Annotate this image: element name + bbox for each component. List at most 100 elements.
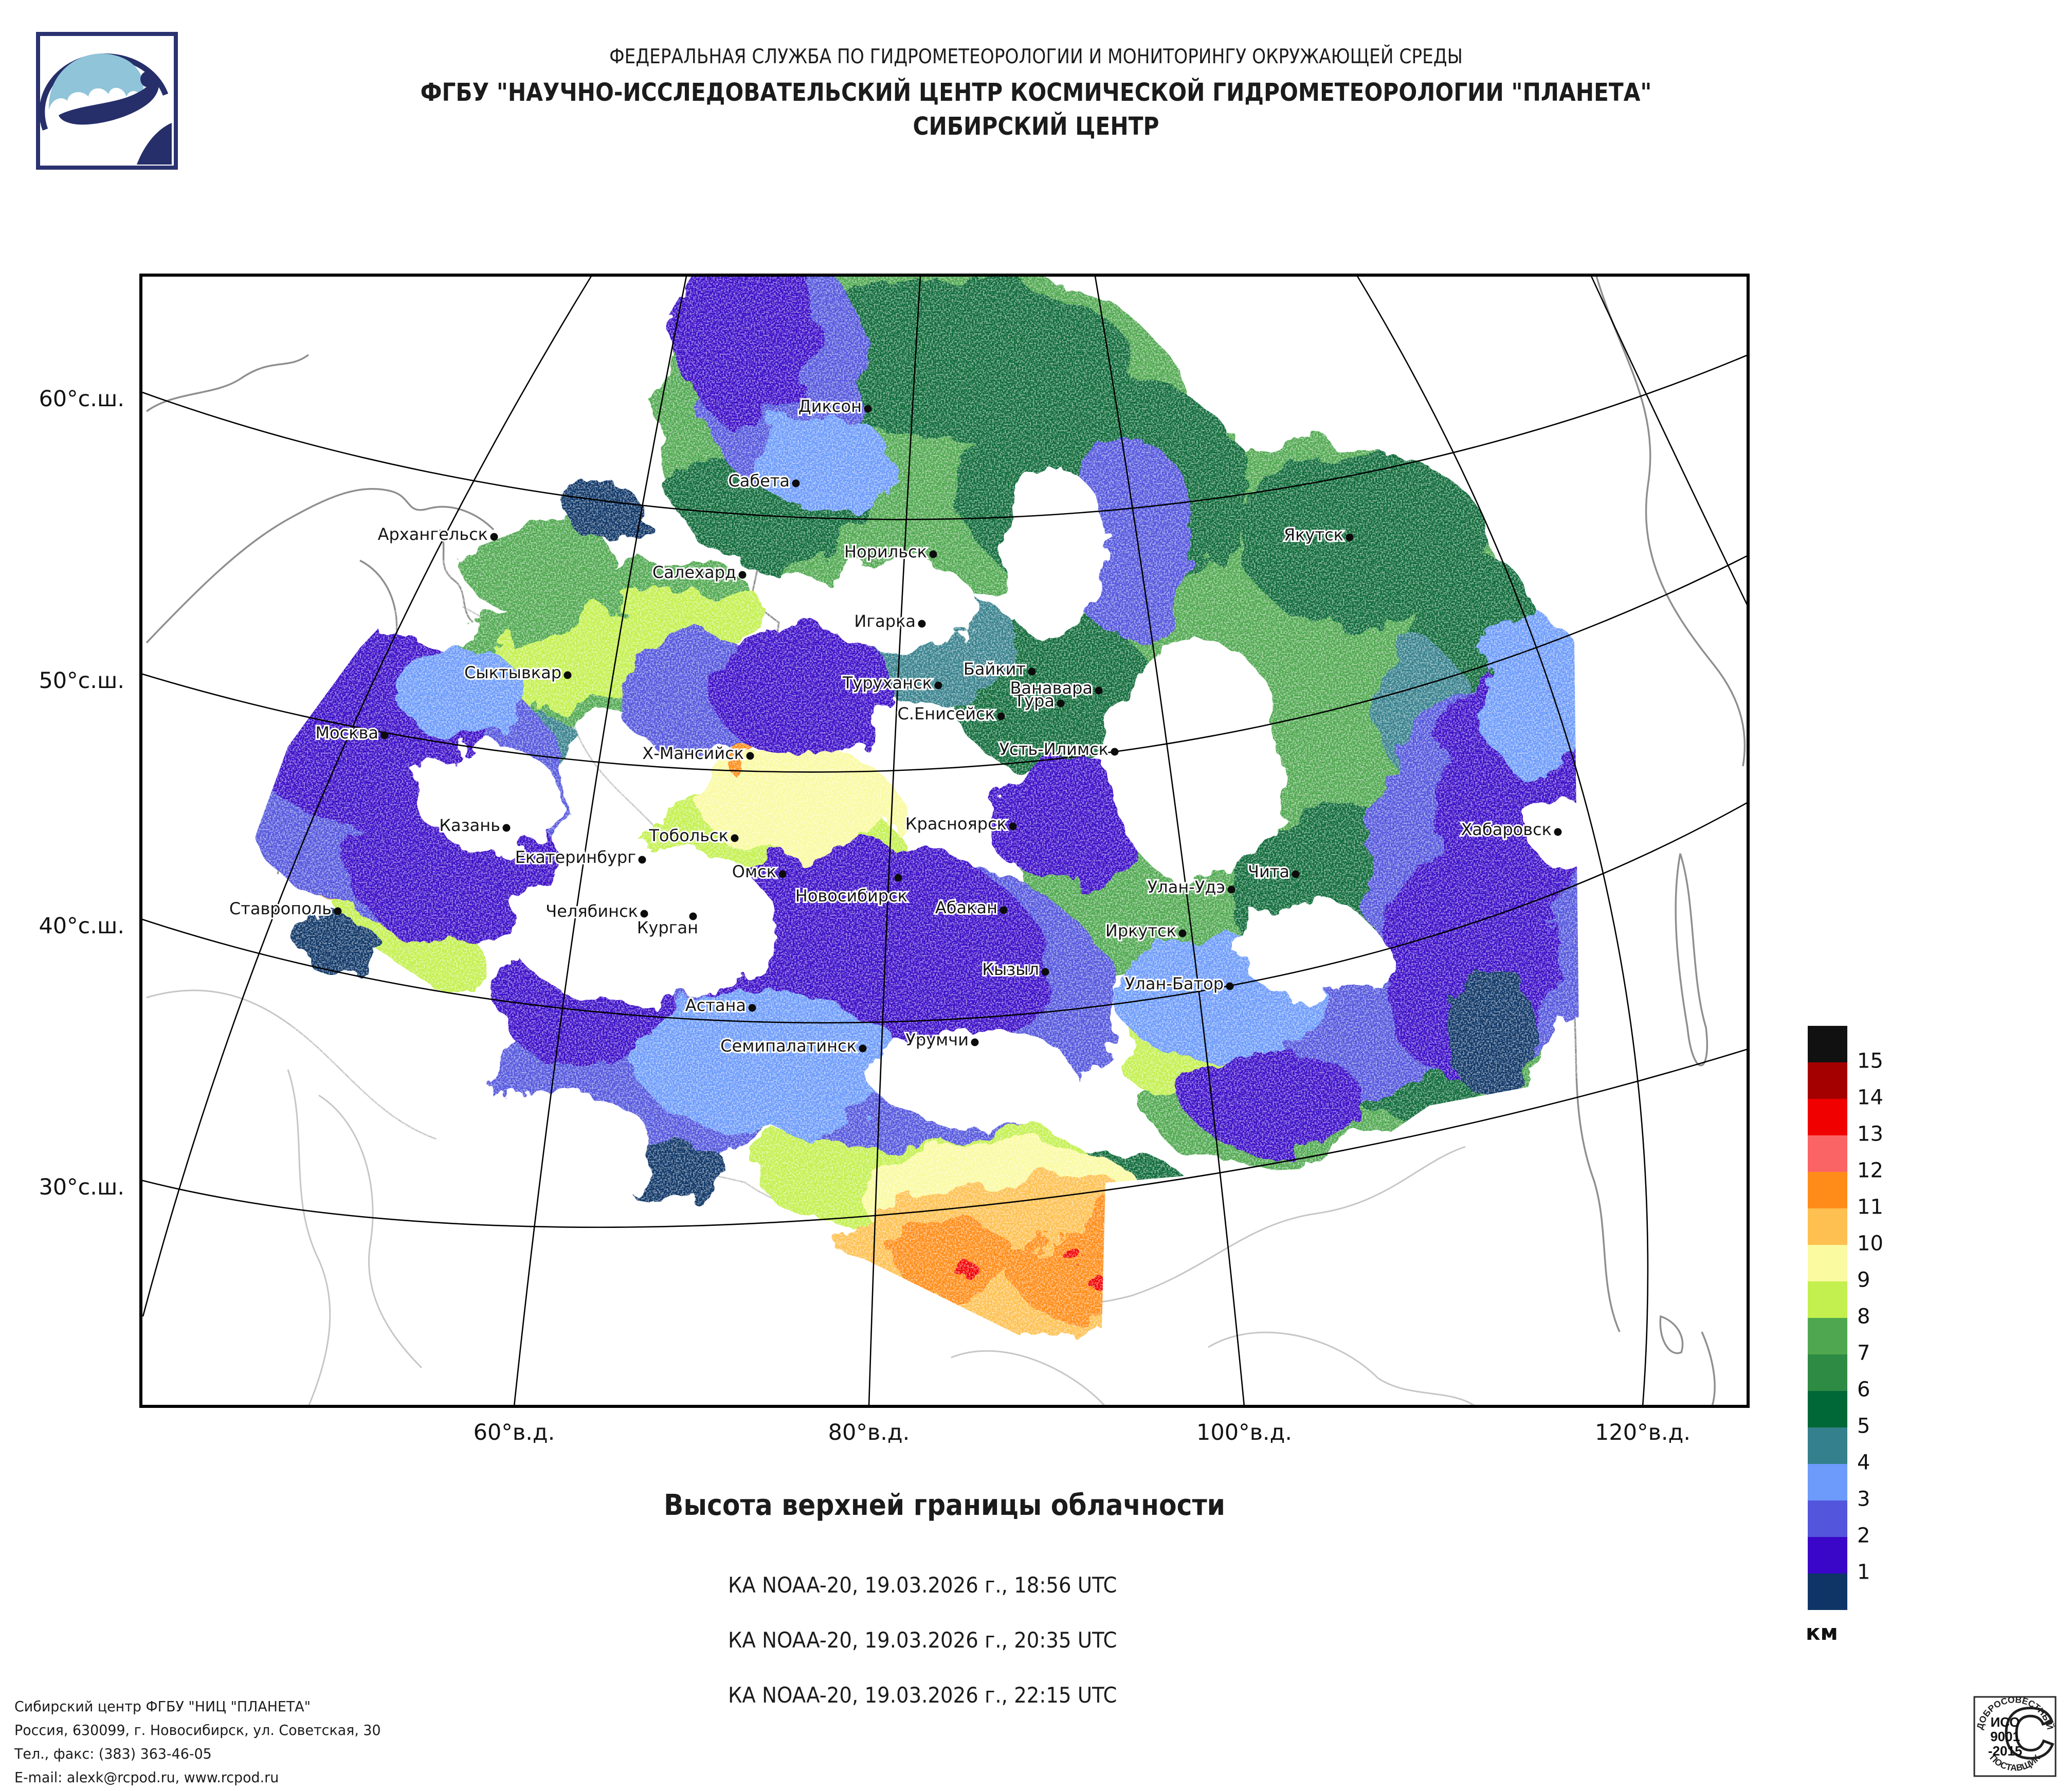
city-label: С.Енисейск xyxy=(898,704,995,723)
city-label: Красноярск xyxy=(905,814,1007,834)
city-label: Тура xyxy=(1014,691,1055,711)
stamp-iso-line3: -2015 xyxy=(1988,1743,2023,1759)
city-dot xyxy=(778,870,787,878)
stamp-iso-line2: 9001 xyxy=(1990,1729,2020,1744)
lat-label-0: 60°с.ш. xyxy=(39,386,124,412)
legend-tick-label: 14 xyxy=(1857,1086,1883,1110)
stamp-letter-c: С xyxy=(2003,1696,2055,1773)
header-center: СИБИРСКИЙ ЦЕНТР xyxy=(913,112,1159,141)
city-dot xyxy=(1009,822,1017,830)
city-dot xyxy=(864,405,872,413)
city-label: Салехард xyxy=(652,563,736,582)
lat-label-2: 40°с.ш. xyxy=(39,913,124,939)
satellite-pass-line: КА NOAA-20, 19.03.2026 г., 22:15 UTC xyxy=(728,1683,1117,1708)
meridian-60e xyxy=(513,276,687,1407)
city-label: Архангельск xyxy=(378,524,488,544)
legend-tick-label: 11 xyxy=(1857,1195,1883,1219)
legend-color-block xyxy=(1808,1245,1847,1281)
legend-tick-label: 5 xyxy=(1857,1414,1870,1438)
city-label: Екатеринбург xyxy=(515,847,636,867)
legend-color-block xyxy=(1808,1135,1847,1172)
legend-color-block xyxy=(1808,1099,1847,1135)
city-dot xyxy=(1028,667,1036,676)
lon-label-2: 100°в.д. xyxy=(1196,1420,1292,1445)
city-dot xyxy=(640,910,648,918)
city-dot xyxy=(746,752,754,760)
logo-satellite-dot xyxy=(140,71,157,87)
header-agency: ФЕДЕРАЛЬНАЯ СЛУЖБА ПО ГИДРОМЕТЕОРОЛОГИИ … xyxy=(609,45,1463,68)
city-label: Кызыл xyxy=(982,960,1039,979)
legend-tick-label: 15 xyxy=(1857,1049,1883,1073)
legend-tick-label: 7 xyxy=(1857,1341,1870,1365)
city-label: Байкит xyxy=(964,659,1026,679)
city-label: Игарка xyxy=(854,611,916,631)
city-dot xyxy=(1226,982,1234,990)
dither-noise-overlay xyxy=(232,276,1579,1347)
city-layer: Диксон Сабета Норильск Игарка Туруханск Тура Я… xyxy=(228,395,1562,1057)
city-label: Чита xyxy=(1248,862,1289,881)
city-dot xyxy=(502,824,511,832)
city-label: Усть-Илимск xyxy=(999,739,1108,759)
legend-color-block xyxy=(1808,1537,1847,1573)
city-dot xyxy=(738,571,747,579)
product-title: Высота верхней границы облачности xyxy=(663,1489,1226,1522)
legend-tick-label: 12 xyxy=(1857,1159,1883,1183)
city-label: Хабаровск xyxy=(1461,820,1552,839)
city-dot xyxy=(1111,748,1119,756)
legend-tick-label: 13 xyxy=(1857,1122,1883,1146)
lon-label-3: 120°в.д. xyxy=(1595,1420,1691,1445)
legend-tick-label: 8 xyxy=(1857,1305,1870,1329)
graticule xyxy=(140,276,1749,1407)
legend-color-block xyxy=(1808,1354,1847,1391)
city-label: Ванавара xyxy=(1010,678,1093,698)
lon-label-1: 80°в.д. xyxy=(828,1420,910,1445)
city-dot xyxy=(380,731,389,739)
parallel-50n xyxy=(140,554,1749,773)
city-dot xyxy=(918,620,926,628)
legend-tick-label: 6 xyxy=(1857,1378,1870,1402)
city-dot xyxy=(1292,870,1300,878)
legend-color-block xyxy=(1808,1318,1847,1354)
logo-wave xyxy=(59,72,159,125)
city-dot xyxy=(1178,929,1187,937)
city-dot xyxy=(1346,533,1354,541)
city-label: Тобольск xyxy=(648,826,729,845)
city-dot xyxy=(689,912,697,920)
legend-color-block xyxy=(1808,1500,1847,1537)
city-label: Курган xyxy=(637,918,698,937)
legend-color-block xyxy=(1808,1391,1847,1427)
parallel-60n xyxy=(140,354,1749,520)
city-dot xyxy=(1041,968,1049,976)
footer-phone: Тел., факс: (383) 363-46-05 xyxy=(14,1745,212,1762)
city-dot xyxy=(971,1038,979,1046)
city-label: Семипалатинск xyxy=(720,1036,857,1056)
city-dot xyxy=(1227,885,1235,894)
legend-color-block xyxy=(1808,1464,1847,1500)
city-dot xyxy=(792,479,800,487)
city-dot xyxy=(934,681,942,690)
meridian-40e xyxy=(142,276,592,1317)
legend-tick-label: 1 xyxy=(1857,1560,1870,1584)
legend-unit-label: км xyxy=(1806,1620,1838,1645)
iso-9001-stamp: С ДОБРОСОВЕСТНЫЙ ПОСТАВЩИК ИСО 9001 -201… xyxy=(1973,1696,2057,1777)
logo-cloud xyxy=(48,53,143,110)
footer-org: Сибирский центр ФГБУ "НИЦ "ПЛАНЕТА" xyxy=(14,1698,311,1715)
city-label: Иркутск xyxy=(1105,921,1176,940)
legend-color-block xyxy=(1808,1062,1847,1099)
legend-tick-label: 10 xyxy=(1857,1232,1883,1256)
city-dot xyxy=(748,1004,756,1012)
city-dot xyxy=(929,550,937,558)
city-dot xyxy=(894,874,902,882)
legend-tick-label: 4 xyxy=(1857,1451,1870,1475)
meridian-140e xyxy=(1590,276,1749,607)
legend-color-block xyxy=(1808,1281,1847,1318)
city-label: Улан-Удэ xyxy=(1148,877,1225,897)
legend-tick-label: 9 xyxy=(1857,1268,1870,1292)
legend-tick-label: 3 xyxy=(1857,1487,1870,1511)
city-dot xyxy=(1095,686,1103,695)
city-dot xyxy=(731,834,739,842)
logo-corner-wedge xyxy=(137,123,172,165)
contact-footer: Сибирский центр ФГБУ "НИЦ "ПЛАНЕТА" Росс… xyxy=(14,1695,381,1789)
